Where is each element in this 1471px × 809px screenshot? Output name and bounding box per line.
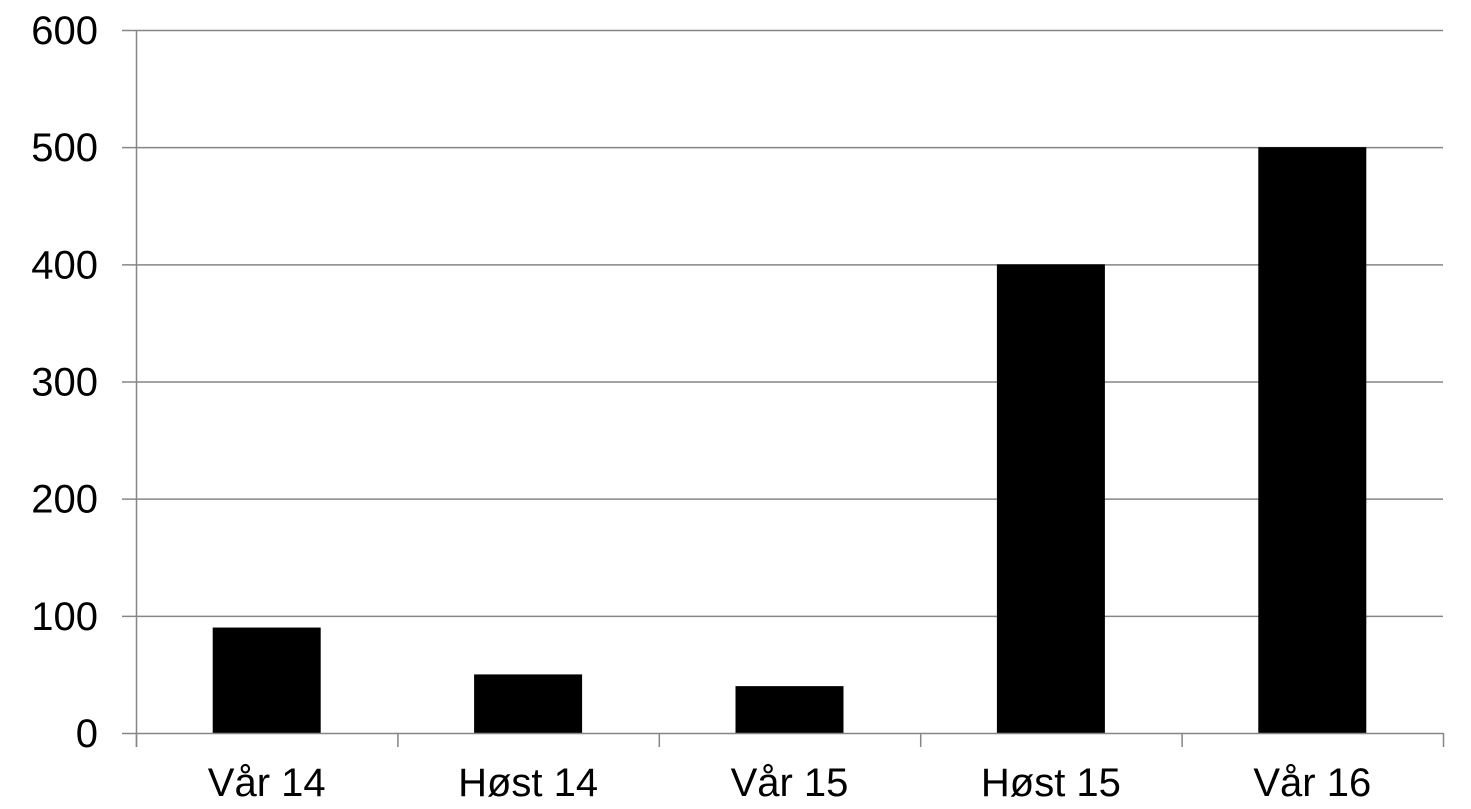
y-tick-label: 200 <box>31 478 98 522</box>
x-tick-label: Høst 15 <box>981 761 1121 805</box>
x-tick-label: Vår 16 <box>1253 761 1371 805</box>
bar <box>474 674 583 733</box>
y-tick-label: 600 <box>31 9 98 53</box>
axes <box>122 30 1445 747</box>
y-tick-label: 100 <box>31 595 98 639</box>
x-tick-label: Vår 14 <box>208 761 326 805</box>
x-tick-label: Vår 15 <box>731 761 849 805</box>
x-tick-labels: Vår 14 Høst 14 Vår 15 Høst 15 Vår 16 <box>208 761 1371 805</box>
bar <box>1258 147 1367 733</box>
y-tick-label: 400 <box>31 243 98 287</box>
gridlines <box>122 29 1443 618</box>
x-tick-label: Høst 14 <box>458 761 598 805</box>
y-tick-labels: 0 100 200 300 400 500 600 <box>31 9 98 756</box>
y-tick-label: 500 <box>31 126 98 170</box>
bar <box>212 627 321 733</box>
bar <box>735 686 844 733</box>
bar <box>996 264 1105 733</box>
bars <box>212 147 1367 733</box>
y-tick-label: 300 <box>31 361 98 405</box>
y-tick-label: 0 <box>76 712 98 756</box>
